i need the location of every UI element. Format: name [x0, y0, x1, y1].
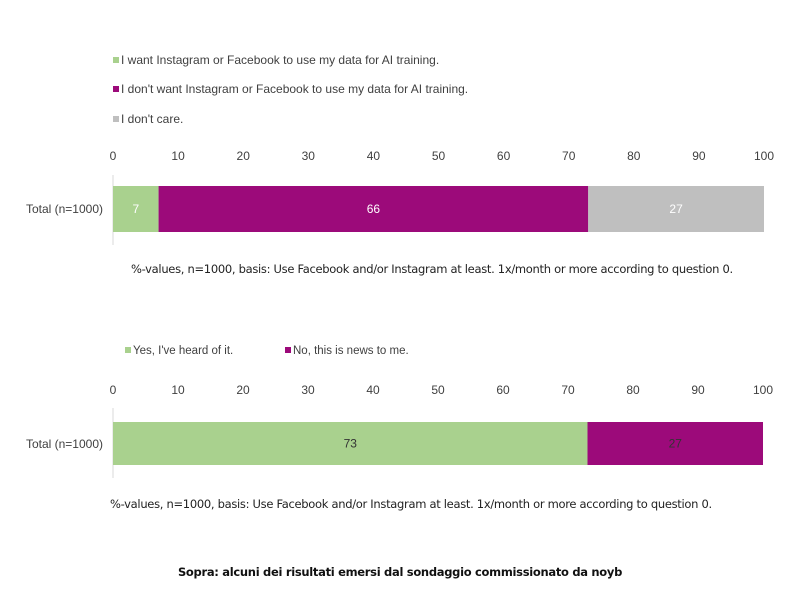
chart2-data-label-1: 73: [344, 437, 358, 451]
chart2-tick-90: 90: [691, 383, 705, 397]
chart2-legend-swatch-1: [125, 347, 131, 353]
chart1-tick-40: 40: [367, 149, 381, 163]
chart2-legend-swatch-2: [285, 347, 291, 353]
chart1-tick-90: 90: [692, 149, 706, 163]
chart1-legend-label-1: I want Instagram or Facebook to use my d…: [121, 53, 439, 67]
chart1-bar-segment-1: [113, 186, 159, 232]
chart1-tick-0: 0: [110, 149, 117, 163]
chart2-tick-10: 10: [171, 383, 185, 397]
chart1-tick-60: 60: [497, 149, 511, 163]
chart2-legend-label-2: No, this is news to me.: [293, 345, 409, 357]
chart2-tick-70: 70: [561, 383, 575, 397]
chart2-tick-20: 20: [236, 383, 250, 397]
chart1-tick-70: 70: [562, 149, 576, 163]
chart1-tick-30: 30: [302, 149, 316, 163]
chart2-tick-0: 0: [110, 383, 117, 397]
chart1-tick-80: 80: [627, 149, 641, 163]
chart1-category-label: Total (n=1000): [26, 202, 103, 216]
chart1-bar-segment-2: [158, 186, 589, 232]
chart2-tick-30: 30: [301, 383, 315, 397]
chart2-tick-60: 60: [496, 383, 510, 397]
chart1-data-label-2: 66: [367, 202, 381, 216]
chart2-tick-80: 80: [626, 383, 640, 397]
chart1-legend-label-2: I don't want Instagram or Facebook to us…: [121, 82, 468, 96]
chart1-bar-segment-3: [588, 186, 764, 232]
chart1-legend-swatch-2: [113, 86, 119, 92]
chart2-data-label-2: 27: [669, 437, 683, 451]
chart1-note: %-values, n=1000, basis: Use Facebook an…: [131, 262, 733, 276]
chart2-tick-100: 100: [753, 383, 773, 397]
chart1-tick-20: 20: [237, 149, 251, 163]
chart1-tick-50: 50: [432, 149, 446, 163]
chart2-category-label: Total (n=1000): [26, 437, 103, 451]
caption: Sopra: alcuni dei risultati emersi dal s…: [177, 565, 623, 579]
chart1-legend-label-3: I don't care.: [121, 112, 183, 126]
chart2-tick-50: 50: [431, 383, 445, 397]
chart1-data-label-3: 27: [669, 202, 683, 216]
chart1-legend-swatch-3: [113, 116, 119, 122]
chart2-legend-label-1: Yes, I've heard of it.: [133, 345, 233, 357]
chart2-bar-segment-1: [113, 422, 588, 465]
chart2-note: %-values, n=1000, basis: Use Facebook an…: [110, 497, 712, 511]
chart1-tick-100: 100: [754, 149, 774, 163]
chart1-data-label-1: 7: [132, 202, 139, 216]
chart1-tick-10: 10: [171, 149, 185, 163]
chart1-legend-swatch-1: [113, 57, 119, 63]
chart2-bar-segment-2: [587, 422, 763, 465]
chart2-tick-40: 40: [366, 383, 380, 397]
